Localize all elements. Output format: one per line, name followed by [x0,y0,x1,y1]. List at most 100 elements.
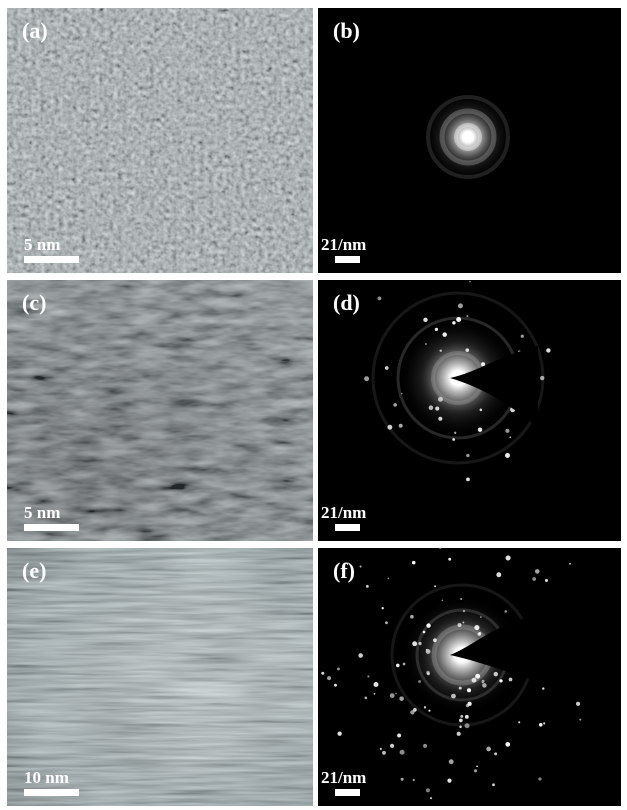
spot [481,679,485,683]
spot [486,746,491,752]
spot [426,672,430,676]
spot [327,676,332,681]
panel-label: (e) [22,558,46,583]
spot [452,438,456,441]
spot [579,718,582,721]
tem-texture [7,280,313,541]
spot [467,701,472,706]
panel-image [7,8,313,273]
panel: (d) 21/nm [318,280,621,541]
scale-bar [24,256,79,263]
spot [412,778,415,782]
spot [459,718,463,723]
spot [399,696,404,701]
spot [494,752,498,756]
spot [334,683,337,687]
spot [466,453,470,458]
spot [546,348,551,353]
panel-label: (a) [22,18,48,43]
spot [424,343,427,346]
spot [505,555,511,561]
panel-image [318,8,621,273]
scale-label: 10 nm [24,768,69,787]
spot [462,621,465,624]
spot [476,765,478,768]
spot [477,427,483,432]
spot [395,663,400,668]
beam-stopper [450,346,538,428]
panel-image [318,280,621,541]
scale-label: 21/nm [321,235,366,254]
spot [337,667,340,671]
spot [410,710,415,715]
spot [438,416,443,421]
panel: (f) 21/nm [318,548,621,806]
spot [373,692,376,695]
spot [479,616,482,618]
spot [426,623,431,628]
spot [466,477,470,482]
scale-label: 5 nm [24,235,60,254]
spot [539,375,545,381]
spot [454,431,457,434]
spot [402,662,406,666]
spot [447,778,452,783]
beam-stopper [450,611,621,691]
spot [364,376,370,382]
spot [399,749,405,755]
spot [532,577,537,581]
spot [460,714,464,718]
spot [366,584,369,588]
spot [389,693,395,698]
spot [568,562,571,565]
spot [464,723,470,729]
spot [466,688,472,693]
spot [398,423,403,428]
spot [434,327,439,331]
spot [499,679,503,683]
scale-bar [335,256,360,263]
spot [385,621,388,625]
spot [478,632,482,635]
spot [358,653,363,658]
spot [475,673,481,679]
panel: (a) 5 nm [7,8,313,273]
spot [520,334,524,338]
spot [337,731,342,736]
spot [505,742,511,747]
spot [400,777,404,781]
spot [400,392,403,395]
scale-label: 21/nm [321,768,366,787]
panel: (c) 5 nm [7,280,313,541]
spot [452,321,456,325]
spot [418,641,422,646]
scale-bar [24,789,79,796]
spot [456,317,462,322]
panel-image [318,548,621,806]
spot [448,759,454,765]
scale-label: 5 nm [24,503,60,522]
spot [471,677,477,683]
spot [448,557,452,561]
spot [442,332,447,337]
spot [411,560,416,565]
spot [321,671,325,675]
spot [518,721,521,724]
spot [504,610,508,613]
spot [428,709,431,712]
spot [456,731,461,736]
spot [543,722,546,725]
spot [382,750,386,755]
tem-texture [7,8,313,273]
scale-bar [335,524,360,531]
spot [423,743,428,748]
spot [458,686,462,690]
spot [469,280,471,283]
spot [425,788,430,793]
spot [462,609,466,613]
spot [538,722,543,727]
spot [504,452,511,458]
spot [576,701,581,706]
spot [439,349,442,352]
panel: (e) 10 nm [7,548,313,806]
